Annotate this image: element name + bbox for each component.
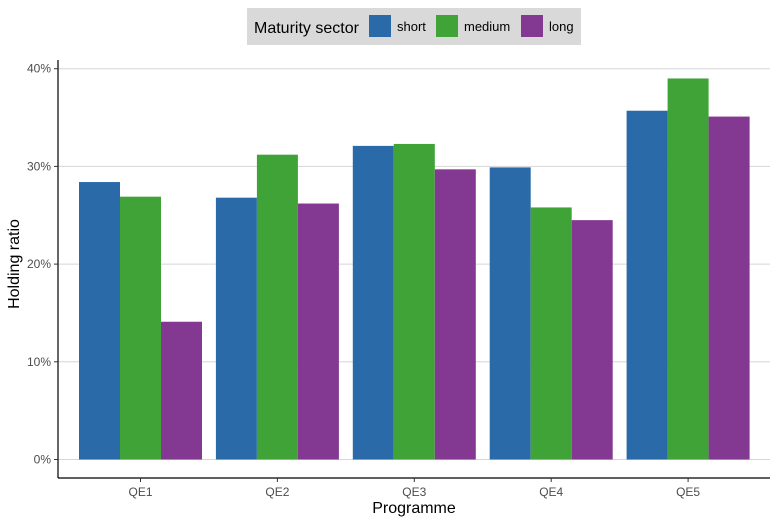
legend-title: Maturity sector bbox=[254, 20, 360, 37]
bar-qe4-medium bbox=[530, 207, 572, 460]
x-tick-label: QE1 bbox=[128, 485, 152, 499]
bar-qe1-medium bbox=[120, 196, 161, 460]
legend: Maturity sector short medium long bbox=[247, 8, 581, 45]
bar-qe3-long bbox=[434, 169, 476, 460]
x-tick-label: QE3 bbox=[402, 485, 426, 499]
legend-swatch-medium bbox=[436, 15, 458, 37]
y-tick-label: 40% bbox=[27, 62, 51, 76]
bar-qe3-short bbox=[352, 145, 394, 460]
bar-qe2-long bbox=[297, 203, 339, 460]
legend-swatch-short bbox=[369, 15, 391, 37]
bar-qe4-long bbox=[571, 220, 613, 460]
bar-qe5-long bbox=[708, 116, 750, 460]
bar-qe3-medium bbox=[393, 143, 435, 460]
bar-qe1-long bbox=[161, 321, 202, 460]
bar-qe5-medium bbox=[667, 78, 709, 460]
y-tick-label: 10% bbox=[27, 355, 51, 369]
y-tick-label: 20% bbox=[27, 257, 51, 271]
x-axis-title: Programme bbox=[372, 500, 456, 517]
legend-label-long: long bbox=[549, 19, 574, 34]
legend-swatch-long bbox=[521, 15, 543, 37]
bar-qe2-medium bbox=[256, 154, 298, 460]
x-tick-label: QE2 bbox=[265, 485, 289, 499]
y-tick-label: 30% bbox=[27, 159, 51, 173]
bar-qe5-short bbox=[626, 110, 668, 460]
legend-label-short: short bbox=[397, 19, 426, 34]
bar-qe2-short bbox=[215, 197, 257, 460]
bar-qe1-short bbox=[79, 182, 120, 460]
x-tick-label: QE5 bbox=[676, 485, 700, 499]
bar-qe4-short bbox=[489, 167, 531, 460]
x-tick-label: QE4 bbox=[539, 485, 563, 499]
y-axis-title: Holding ratio bbox=[6, 219, 23, 309]
legend-label-medium: medium bbox=[464, 19, 510, 34]
y-tick-label: 0% bbox=[34, 453, 52, 467]
